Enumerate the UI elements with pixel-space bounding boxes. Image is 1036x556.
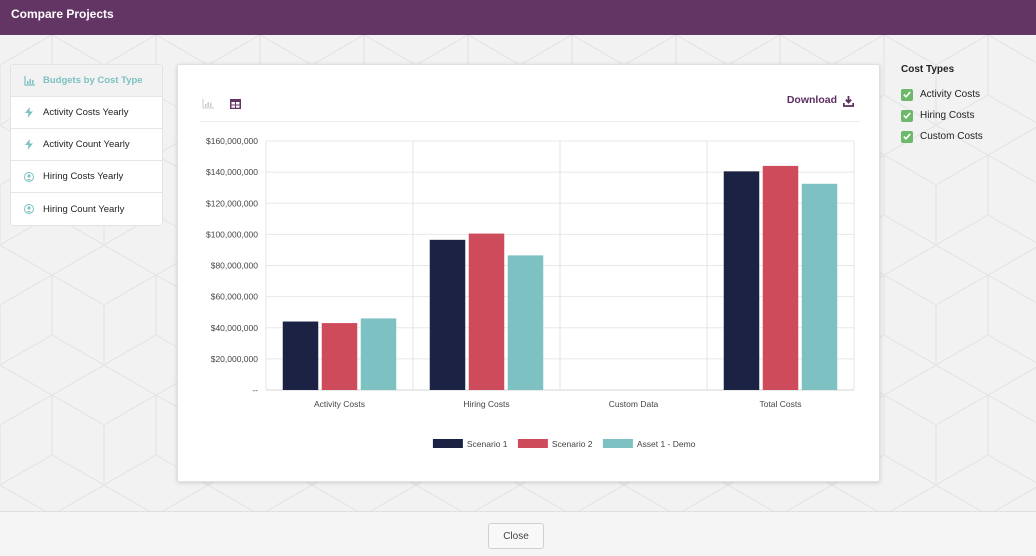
page-title: Compare Projects: [11, 7, 114, 21]
close-button[interactable]: Close: [488, 523, 544, 549]
legend-label: Asset 1 - Demo: [637, 439, 696, 449]
x-tick-label: Hiring Costs: [463, 399, 509, 409]
bar: [762, 165, 799, 390]
y-tick-label: $20,000,000: [211, 354, 259, 364]
bar: [723, 171, 760, 390]
checkbox-checked-icon[interactable]: [901, 109, 913, 122]
lightning-icon: [23, 107, 35, 119]
checkbox-checked-icon[interactable]: [901, 88, 913, 101]
bar: [507, 255, 544, 390]
cost-types-panel: Cost Types Activity Costs Hiring Costs C…: [901, 64, 983, 147]
y-tick-label: $160,000,000: [206, 136, 258, 146]
sidebar-item-activity-count-yearly[interactable]: Activity Count Yearly: [11, 129, 162, 161]
y-tick-label: $40,000,000: [211, 323, 259, 333]
y-tick-label: $140,000,000: [206, 167, 258, 177]
x-tick-label: Activity Costs: [314, 399, 365, 409]
report-sidebar: Budgets by Cost Type Activity Costs Year…: [10, 64, 163, 226]
bar: [282, 321, 319, 390]
sidebar-item-hiring-count-yearly[interactable]: Hiring Count Yearly: [11, 193, 162, 225]
chart-card: Download -- $20,000,000 $40,000,000 $60,000…: [177, 64, 880, 482]
bar: [321, 323, 358, 390]
legend-swatch: [517, 439, 548, 448]
bar: [360, 318, 397, 390]
cost-types-title: Cost Types: [901, 64, 955, 75]
cost-type-hiring-costs[interactable]: Hiring Costs: [901, 105, 983, 126]
bar: [801, 183, 838, 390]
sidebar-item-label: Hiring Count Yearly: [43, 203, 125, 215]
y-tick-label: $80,000,000: [211, 261, 259, 271]
download-icon[interactable]: [842, 94, 855, 107]
sidebar-item-label: Hiring Costs Yearly: [43, 171, 124, 182]
y-tick-label: --: [252, 385, 258, 395]
legend-swatch: [432, 439, 463, 448]
checkbox-checked-icon[interactable]: [901, 130, 913, 143]
sidebar-item-label: Budgets by Cost Type: [43, 75, 143, 86]
bar-chart-icon: [23, 75, 35, 87]
y-tick-label: $120,000,000: [206, 198, 258, 208]
bar: [429, 239, 466, 390]
download-button[interactable]: Download: [786, 94, 837, 106]
cost-type-label: Custom Costs: [920, 131, 983, 142]
legend-swatch: [602, 439, 633, 448]
user-icon: [23, 171, 35, 183]
cost-type-label: Hiring Costs: [920, 110, 975, 121]
bar: [468, 233, 505, 390]
user-icon: [23, 203, 35, 215]
lightning-icon: [23, 139, 35, 151]
table-view-icon[interactable]: [230, 96, 244, 109]
sidebar-item-label: Activity Costs Yearly: [43, 107, 129, 118]
chart-view-icon[interactable]: [202, 96, 216, 109]
bar-chart: -- $20,000,000 $40,000,000 $60,000,000 $80,0…: [206, 136, 855, 449]
sidebar-item-label: Activity Count Yearly: [43, 139, 130, 150]
toolbar-divider: [200, 121, 860, 122]
cost-type-label: Activity Costs: [920, 89, 981, 100]
y-tick-label: $60,000,000: [211, 292, 259, 302]
cost-type-custom-costs[interactable]: Custom Costs: [901, 126, 983, 147]
cost-type-activity-costs[interactable]: Activity Costs: [901, 84, 983, 105]
y-tick-label: $100,000,000: [206, 229, 258, 239]
legend-label: Scenario 1: [467, 439, 508, 449]
x-tick-label: Total Costs: [759, 399, 801, 409]
x-tick-label: Custom Data: [609, 399, 659, 409]
sidebar-item-budgets-by-cost-type[interactable]: Budgets by Cost Type: [11, 65, 162, 97]
title-bar: Compare Projects: [0, 0, 1036, 35]
legend-label: Scenario 2: [552, 439, 593, 449]
sidebar-item-hiring-costs-yearly[interactable]: Hiring Costs Yearly: [11, 161, 162, 193]
sidebar-item-activity-costs-yearly[interactable]: Activity Costs Yearly: [11, 97, 162, 129]
modal-footer: Close: [0, 511, 1036, 556]
